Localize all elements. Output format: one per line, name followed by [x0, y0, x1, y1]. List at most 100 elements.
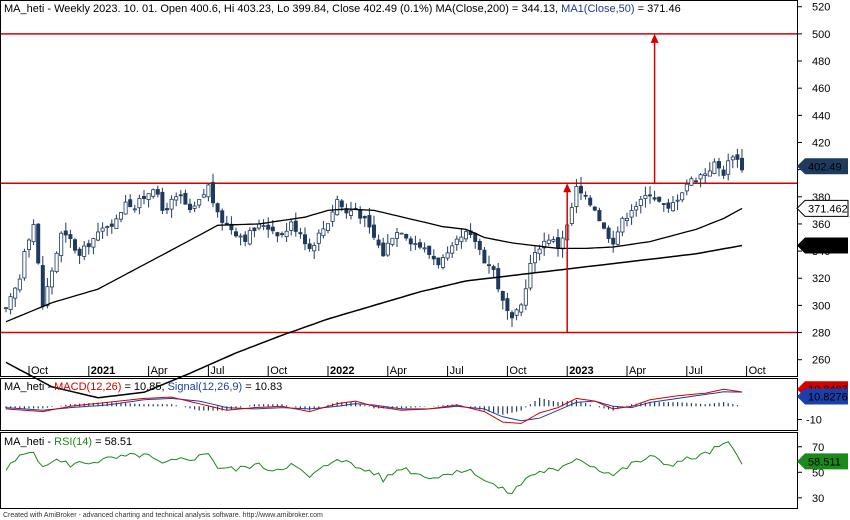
candle-body: [408, 238, 413, 245]
ma200-badge-text: 344.134: [808, 240, 848, 252]
candle-body: [270, 226, 275, 232]
footer-credit: Created with AmiBroker - advanced charti…: [3, 512, 323, 519]
candle-body: [726, 160, 731, 175]
candle-body: [8, 296, 13, 311]
candle-body: [201, 194, 206, 198]
candle-body: [187, 203, 192, 211]
candle-body: [556, 237, 561, 249]
candle-body: [477, 240, 482, 250]
candle-body: [192, 205, 197, 209]
candle-body: [537, 248, 542, 255]
candle-body: [256, 223, 261, 229]
candle-body: [611, 237, 616, 245]
candle-body: [523, 288, 528, 306]
candle-body: [666, 202, 671, 209]
ma200-badge: 344.134: [797, 237, 848, 254]
candle-body: [220, 210, 225, 223]
x-tick-label: Oct: [31, 365, 48, 377]
candle-body: [583, 194, 588, 197]
candle-body: [592, 206, 597, 211]
candle-body: [362, 216, 367, 219]
candle-body: [321, 228, 326, 237]
candle-body: [289, 221, 294, 231]
candle-body: [109, 223, 114, 227]
candle-body: [105, 226, 110, 228]
candle-body: [316, 232, 321, 244]
candle-body: [381, 242, 386, 257]
x-tick-label: Jul: [210, 365, 224, 377]
candle-body: [546, 239, 551, 244]
candle-body: [132, 208, 137, 211]
candle-body: [620, 217, 625, 233]
candle-body: [721, 169, 726, 176]
price-tick-label: 360: [812, 219, 830, 231]
candle-body: [312, 244, 317, 252]
candle-body: [247, 230, 252, 245]
candle-body: [302, 234, 307, 245]
candle-body: [519, 304, 524, 313]
x-tick-label: 2023: [569, 365, 593, 377]
horizontal-levels: [1, 33, 797, 334]
close-badge: 402.49: [797, 158, 848, 175]
candle-body: [431, 255, 436, 260]
candle-body: [629, 210, 634, 218]
candle-body: [385, 242, 390, 256]
candle-body: [17, 278, 22, 291]
candle-body: [463, 231, 468, 240]
candle-body: [657, 196, 662, 202]
candle-body: [399, 232, 404, 235]
x-tick-label: Apr: [151, 365, 168, 377]
candle-body: [293, 220, 298, 232]
candle-body: [496, 268, 501, 290]
candle-body: [284, 230, 289, 238]
candle-body: [500, 290, 505, 301]
ma200-line: [5, 244, 743, 399]
candle-body: [73, 239, 78, 251]
candle-body: [440, 257, 445, 268]
price-tick-label: 440: [812, 110, 830, 122]
candle-body: [684, 183, 689, 192]
rsi-line: [5, 441, 743, 495]
candle-body: [86, 243, 91, 248]
rsi-badge-text: 58.511: [808, 456, 841, 468]
candle-body: [394, 232, 399, 239]
candle-body: [13, 287, 18, 299]
close-badge-text: 402.49: [808, 161, 842, 173]
rsi-tick-label: 50: [812, 467, 824, 479]
candle-body: [730, 156, 735, 161]
candle-body: [417, 242, 422, 248]
x-tick-label: Oct: [270, 365, 287, 377]
candle-body: [652, 197, 657, 200]
macd-header-value: = 10.85,: [121, 381, 167, 393]
price-tick-label: 480: [812, 56, 830, 68]
rsi-header-prefix: MA_heti -: [4, 436, 54, 448]
price-x-axis: Oct 2021 Apr Jul Oct 2022 Apr Jul Oct 2023 Apr Jul O…: [28, 365, 766, 377]
candle-body: [615, 231, 620, 245]
candle-body: [238, 235, 243, 238]
candle-body: [164, 208, 169, 211]
target-arrows: [563, 33, 659, 333]
candle-body: [661, 203, 666, 205]
macd-pane-frame: [0, 378, 798, 431]
candle-body: [348, 210, 353, 216]
candle-body: [579, 185, 584, 194]
price-header-main: MA_heti - Weekly 2023. 10. 01. Open 400.…: [4, 3, 561, 15]
candle-body: [413, 243, 418, 246]
candle-body: [459, 236, 464, 243]
candle-body: [137, 198, 142, 209]
candle-body: [151, 189, 156, 197]
x-tick-label: 2022: [330, 365, 354, 377]
signal-header-label: Signal(12,26,9): [168, 381, 243, 393]
candle-body: [712, 161, 717, 175]
price-pane-frame: [0, 0, 798, 377]
candle-body: [123, 201, 128, 215]
candle-body: [63, 230, 68, 236]
candle-body: [174, 196, 179, 201]
target-arrow-head: [563, 183, 572, 193]
candle-body: [717, 161, 722, 169]
candle-body: [675, 199, 680, 202]
candle-body: [233, 231, 238, 237]
candle-body: [602, 222, 607, 229]
rsi-tick-label: 70: [812, 442, 824, 454]
